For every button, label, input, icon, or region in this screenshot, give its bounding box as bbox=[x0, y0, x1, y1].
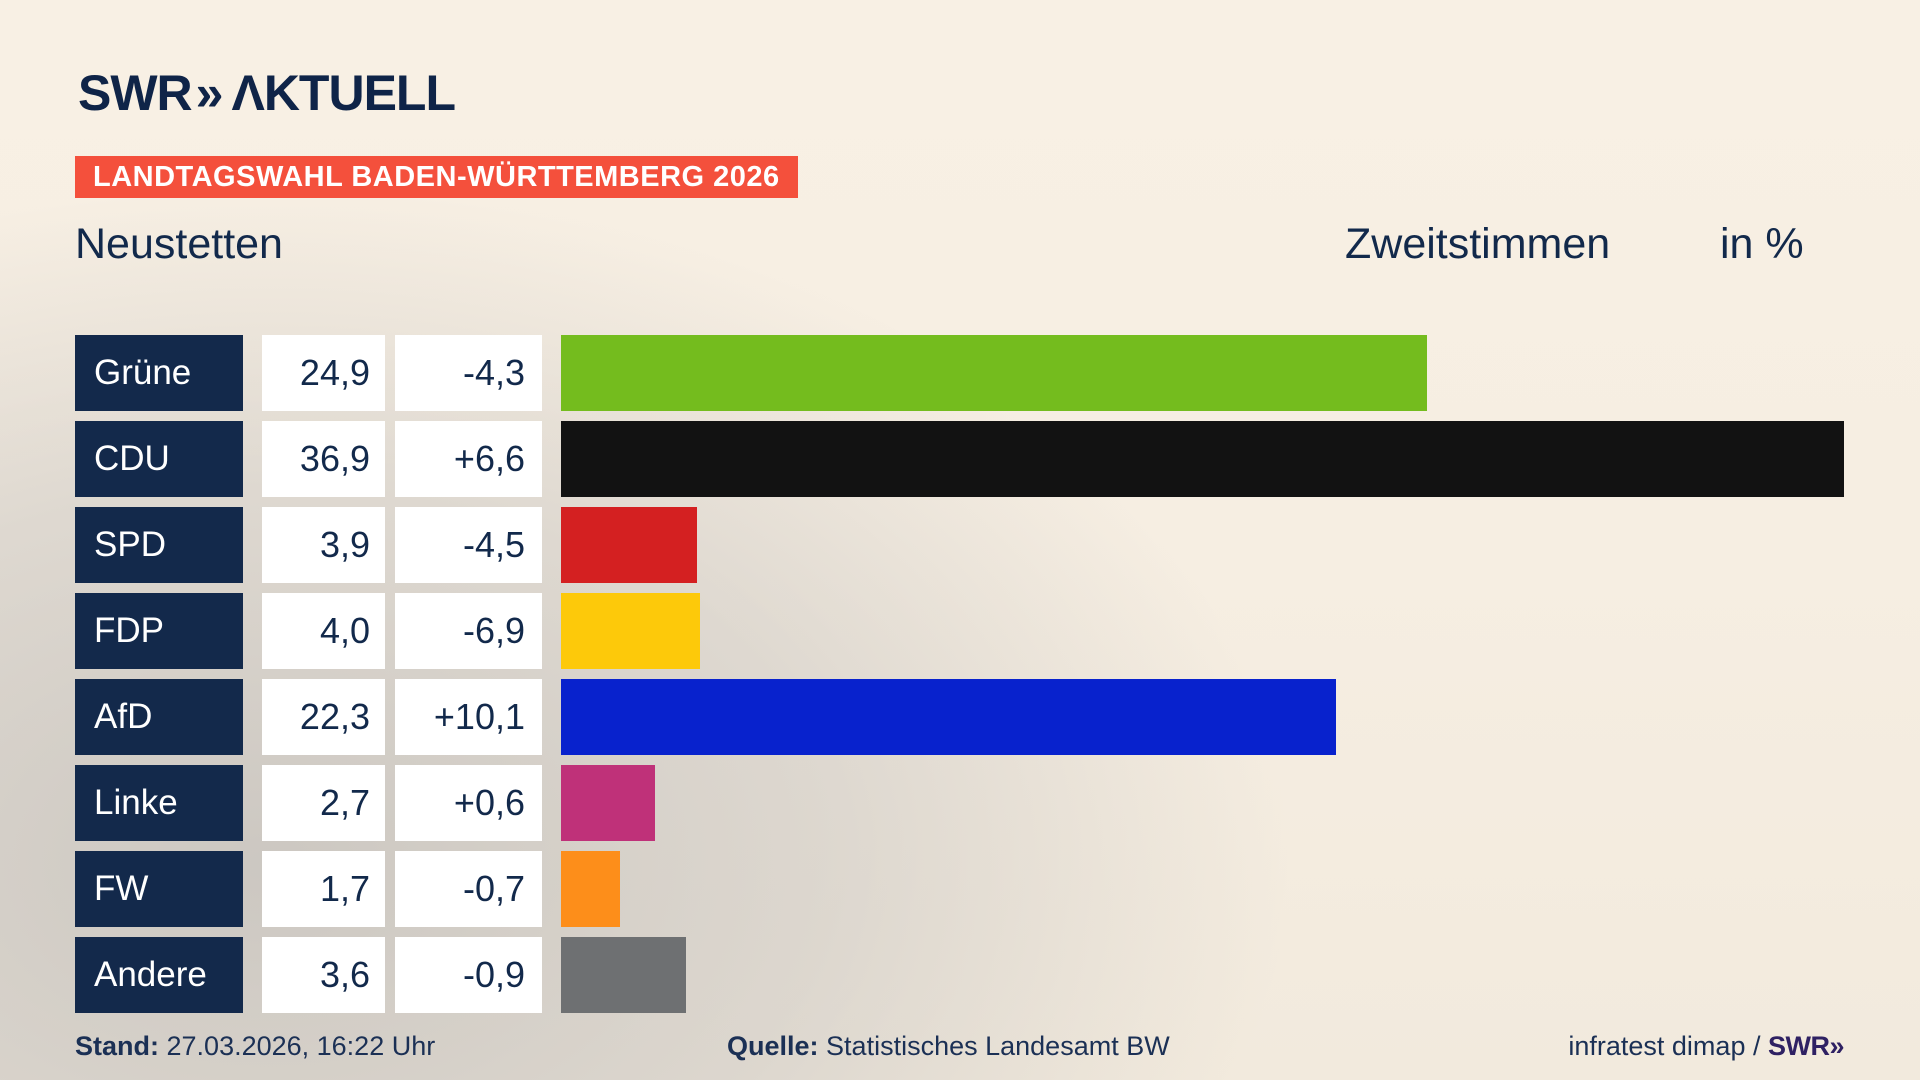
result-bar-fw bbox=[561, 851, 620, 927]
aktuell-wordmark: ΛKTUELL bbox=[231, 65, 456, 121]
municipality-title: Neustetten bbox=[75, 220, 283, 268]
party-diff-cell: -6,9 bbox=[395, 593, 542, 669]
party-row: SPD 3,9 -4,5 bbox=[75, 507, 1844, 583]
party-diff-cell: -4,5 bbox=[395, 507, 542, 583]
attribution-text: infratest dimap / bbox=[1568, 1031, 1761, 1061]
party-row: Andere 3,6 -0,9 bbox=[75, 937, 1844, 1013]
party-name-cell: AfD bbox=[75, 679, 243, 755]
party-row: CDU 36,9 +6,6 bbox=[75, 421, 1844, 497]
party-percent-cell: 36,9 bbox=[262, 421, 385, 497]
result-bar-linke bbox=[561, 765, 655, 841]
source-note: Quelle: Statistisches Landesamt BW bbox=[727, 1031, 1170, 1062]
party-percent-cell: 4,0 bbox=[262, 593, 385, 669]
party-name-cell: Grüne bbox=[75, 335, 243, 411]
swr-aktuell-logo: SWR» ΛKTUELL bbox=[78, 64, 456, 122]
party-row: Grüne 24,9 -4,3 bbox=[75, 335, 1844, 411]
swr-logo-small: SWR» bbox=[1767, 1031, 1845, 1061]
party-percent-cell: 22,3 bbox=[262, 679, 385, 755]
party-diff-cell: -0,9 bbox=[395, 937, 542, 1013]
party-row: AfD 22,3 +10,1 bbox=[75, 679, 1844, 755]
party-diff-cell: +10,1 bbox=[395, 679, 542, 755]
result-bar-fdp bbox=[561, 593, 700, 669]
result-bar-spd bbox=[561, 507, 697, 583]
party-diff-cell: -0,7 bbox=[395, 851, 542, 927]
party-percent-cell: 1,7 bbox=[262, 851, 385, 927]
party-diff-cell: -4,3 bbox=[395, 335, 542, 411]
party-name-cell: SPD bbox=[75, 507, 243, 583]
stand-label: Stand: bbox=[75, 1031, 159, 1061]
result-bar-cdu bbox=[561, 421, 1844, 497]
unit-label: in % bbox=[1720, 220, 1804, 268]
party-percent-cell: 2,7 bbox=[262, 765, 385, 841]
party-row: FW 1,7 -0,7 bbox=[75, 851, 1844, 927]
party-name-cell: Andere bbox=[75, 937, 243, 1013]
party-diff-cell: +0,6 bbox=[395, 765, 542, 841]
party-name-cell: CDU bbox=[75, 421, 243, 497]
stand-timestamp: Stand: 27.03.2026, 16:22 Uhr bbox=[75, 1031, 435, 1062]
double-chevron-icon: » bbox=[195, 65, 224, 121]
result-bar-grüne bbox=[561, 335, 1427, 411]
result-bar-afd bbox=[561, 679, 1336, 755]
attribution: infratest dimap / SWR» bbox=[1568, 1031, 1844, 1062]
party-row: FDP 4,0 -6,9 bbox=[75, 593, 1844, 669]
party-row: Linke 2,7 +0,6 bbox=[75, 765, 1844, 841]
party-percent-cell: 24,9 bbox=[262, 335, 385, 411]
party-diff-cell: +6,6 bbox=[395, 421, 542, 497]
stand-value: 27.03.2026, 16:22 Uhr bbox=[166, 1031, 436, 1061]
quelle-value: Statistisches Landesamt BW bbox=[826, 1031, 1170, 1061]
result-bar-andere bbox=[561, 937, 686, 1013]
party-name-cell: FDP bbox=[75, 593, 243, 669]
party-name-cell: Linke bbox=[75, 765, 243, 841]
party-name-cell: FW bbox=[75, 851, 243, 927]
quelle-label: Quelle: bbox=[727, 1031, 819, 1061]
vote-measure-label: Zweitstimmen bbox=[1345, 220, 1611, 268]
party-percent-cell: 3,9 bbox=[262, 507, 385, 583]
swr-wordmark: SWR bbox=[78, 65, 193, 121]
results-table: Grüne 24,9 -4,3 CDU 36,9 +6,6 SPD 3,9 -4… bbox=[75, 335, 1844, 1023]
party-percent-cell: 3,6 bbox=[262, 937, 385, 1013]
election-badge: LANDTAGSWAHL BADEN-WÜRTTEMBERG 2026 bbox=[75, 156, 798, 198]
